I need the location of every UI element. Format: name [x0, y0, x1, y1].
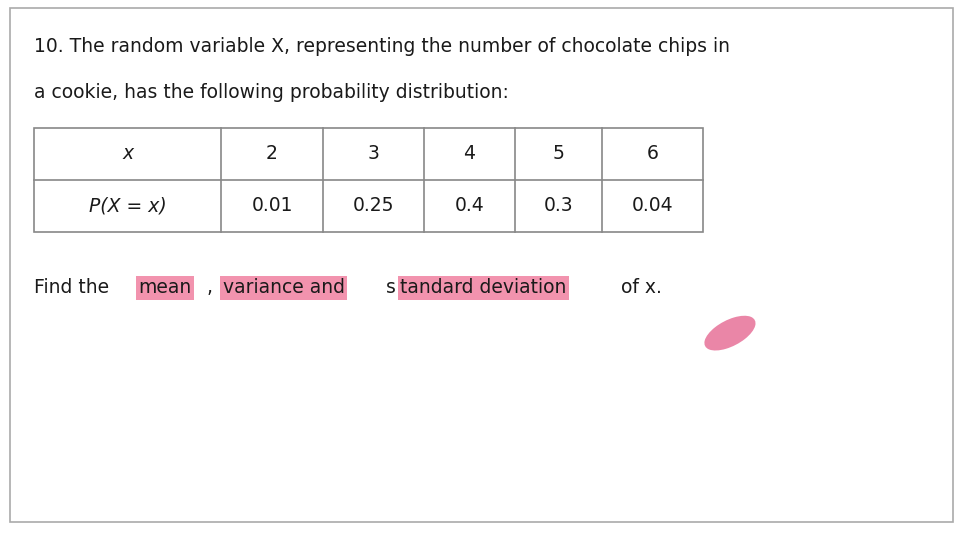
Text: mean: mean: [139, 278, 192, 297]
Text: 0.4: 0.4: [455, 196, 484, 215]
Text: 0.3: 0.3: [544, 196, 573, 215]
FancyBboxPatch shape: [10, 8, 953, 522]
Text: tandard deviation: tandard deviation: [401, 278, 567, 297]
Text: x: x: [122, 144, 133, 164]
Text: P(X = x): P(X = x): [89, 196, 167, 215]
Text: 4: 4: [463, 144, 476, 164]
Text: ,: ,: [207, 278, 220, 297]
Bar: [34, 128, 703, 232]
Text: 0.04: 0.04: [632, 196, 673, 215]
Text: 5: 5: [553, 144, 564, 164]
Text: 10. The random variable X, representing the number of chocolate chips in: 10. The random variable X, representing …: [34, 37, 730, 56]
Ellipse shape: [704, 316, 756, 351]
Text: s: s: [380, 278, 396, 297]
Text: 2: 2: [266, 144, 278, 164]
Text: variance and: variance and: [222, 278, 345, 297]
Text: Find the: Find the: [34, 278, 115, 297]
Text: a cookie, has the following probability distribution:: a cookie, has the following probability …: [34, 83, 508, 102]
Text: 3: 3: [367, 144, 379, 164]
Text: of x.: of x.: [615, 278, 662, 297]
Text: 6: 6: [646, 144, 659, 164]
Text: 0.25: 0.25: [352, 196, 394, 215]
Text: 0.01: 0.01: [251, 196, 293, 215]
